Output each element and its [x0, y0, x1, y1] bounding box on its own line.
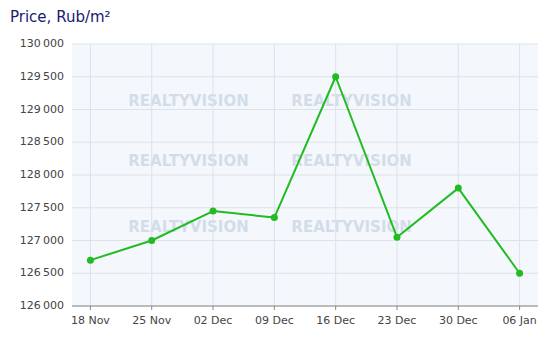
x-grid-line — [151, 44, 152, 306]
watermark: REALTYVISION — [291, 152, 411, 170]
x-grid-line — [396, 44, 397, 306]
y-tick-label: 130 000 — [20, 37, 64, 50]
x-grid-line — [519, 44, 520, 306]
x-tick-label: 16 Dec — [316, 314, 355, 327]
x-tick — [213, 306, 214, 310]
marker — [210, 208, 217, 215]
y-tick-label: 128 000 — [20, 168, 64, 181]
y-tick-label: 129 000 — [20, 103, 64, 116]
x-tick-label: 09 Dec — [255, 314, 294, 327]
marker — [393, 234, 400, 241]
x-tick-label: 18 Nov — [71, 314, 110, 327]
y-tick-label: 129 500 — [20, 70, 64, 83]
x-tick — [519, 306, 520, 310]
marker — [455, 185, 462, 192]
y-grid-line — [72, 207, 538, 208]
x-tick-label: 30 Dec — [439, 314, 478, 327]
x-tick — [335, 306, 336, 310]
y-grid-line — [72, 142, 538, 143]
marker — [516, 270, 523, 277]
y-grid-line — [72, 175, 538, 176]
title: Price, Rub/m² — [10, 8, 111, 26]
watermark: REALTYVISION — [128, 152, 248, 170]
series — [87, 73, 523, 277]
chart-container: REALTYVISION REALTYVISION REALTYVISION REAL… — [0, 0, 560, 346]
x-tick — [396, 306, 397, 310]
y-tick-label: 127 500 — [20, 201, 64, 214]
x-axis: 18 Nov 25 Nov 02 Dec 09 Dec 16 Dec 23 Dec 30 D… — [71, 44, 538, 327]
y-grid-line — [72, 240, 538, 241]
chart: REALTYVISION REALTYVISION REALTYVISION REAL… — [0, 0, 560, 346]
x-tick — [151, 306, 152, 310]
x-tick-label: 23 Dec — [378, 314, 417, 327]
x-tick — [274, 306, 275, 310]
y-axis: 126 000 126 500 127 000 127 500 128 000 128 5… — [20, 37, 538, 312]
marker — [87, 257, 94, 264]
line — [90, 77, 519, 274]
y-grid-line — [72, 306, 538, 307]
x-tick — [458, 306, 459, 310]
y-grid-line — [72, 109, 538, 110]
x-tick-label: 25 Nov — [132, 314, 171, 327]
x-tick-label: 06 Jan — [502, 314, 536, 327]
marker — [332, 73, 339, 80]
plot-area — [72, 44, 538, 306]
y-grid-line — [72, 44, 538, 45]
watermark: REALTYVISION — [291, 92, 411, 110]
x-tick-label: 02 Dec — [194, 314, 233, 327]
x-grid-line — [335, 44, 336, 306]
watermark: REALTYVISION — [128, 92, 248, 110]
y-tick-label: 127 000 — [20, 234, 64, 247]
x-axis-line — [72, 306, 538, 307]
y-grid-line — [72, 273, 538, 274]
x-grid-line — [90, 44, 91, 306]
watermark: REALTYVISION — [128, 218, 248, 236]
x-tick — [90, 306, 91, 310]
x-grid-line — [274, 44, 275, 306]
y-tick-label: 126 500 — [20, 266, 64, 279]
marker — [148, 237, 155, 244]
y-tick-label: 126 000 — [20, 299, 64, 312]
y-tick-label: 128 500 — [20, 135, 64, 148]
y-grid-line — [72, 76, 538, 77]
marker — [271, 214, 278, 221]
x-grid-line — [458, 44, 459, 306]
x-grid-line — [213, 44, 214, 306]
